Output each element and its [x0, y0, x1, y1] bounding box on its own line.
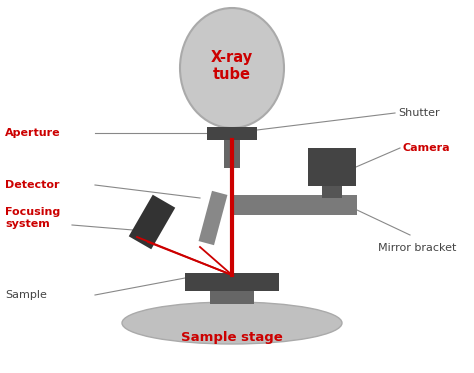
Text: Sample: Sample: [5, 290, 47, 300]
Text: Aperture: Aperture: [5, 128, 61, 138]
Ellipse shape: [122, 302, 342, 344]
Bar: [308, 148, 356, 186]
Ellipse shape: [180, 8, 284, 128]
Bar: [322, 186, 342, 198]
Text: Focusing
system: Focusing system: [5, 207, 60, 229]
Polygon shape: [129, 195, 175, 249]
Text: Detector: Detector: [5, 180, 60, 190]
Text: Sample stage: Sample stage: [181, 332, 283, 345]
Bar: [224, 140, 240, 168]
Bar: [232, 195, 357, 215]
Text: Shutter: Shutter: [398, 108, 439, 118]
Text: Mirror bracket: Mirror bracket: [378, 243, 456, 253]
Text: X-ray
tube: X-ray tube: [211, 50, 253, 82]
Polygon shape: [199, 191, 228, 245]
Bar: [185, 273, 279, 291]
Bar: [207, 127, 257, 140]
Text: Camera: Camera: [403, 143, 451, 153]
Bar: [210, 291, 254, 304]
